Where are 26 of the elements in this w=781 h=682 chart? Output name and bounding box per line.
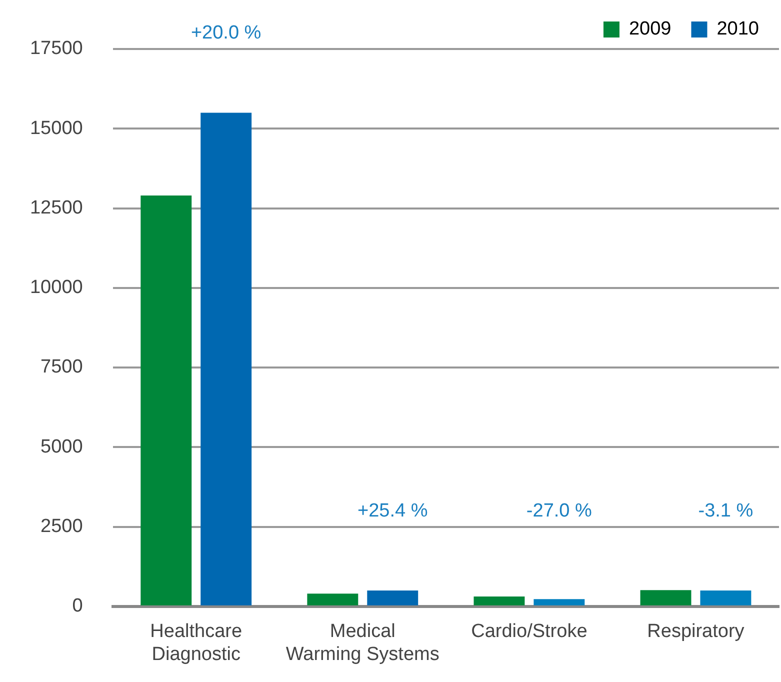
legend-label: 2010 [716, 18, 760, 40]
bar [700, 590, 752, 606]
y-tick-label: 15000 [30, 118, 83, 139]
annotation: -3.1 % [698, 500, 754, 522]
bar [534, 599, 585, 606]
annotation: -27.0 % [526, 500, 592, 522]
y-tick-label: 2500 [40, 516, 83, 538]
bar [307, 594, 358, 606]
y-tick-label: 5000 [40, 436, 83, 458]
bar [640, 590, 692, 606]
bar [200, 112, 252, 606]
x-tick-label: Healthcare Diagnostic [150, 621, 242, 665]
y-tick-label: 7500 [40, 356, 83, 378]
y-tick-label: 17500 [30, 38, 83, 60]
bar [367, 590, 418, 606]
y-tick-label: 12500 [30, 197, 83, 218]
annotation: +25.4 % [358, 500, 428, 522]
x-tick-label: Respiratory [647, 621, 745, 642]
y-tick-label: 10000 [30, 277, 83, 298]
x-tick-label: Cardio/Stroke [471, 621, 588, 642]
text: +20.0 % [190, 22, 262, 44]
bar [140, 196, 192, 606]
bar [474, 596, 525, 606]
legend-label: 2009 [628, 18, 672, 40]
y-tick-label: 0 [72, 596, 83, 617]
x-tick-label: Medical Warming Systems [286, 621, 440, 665]
